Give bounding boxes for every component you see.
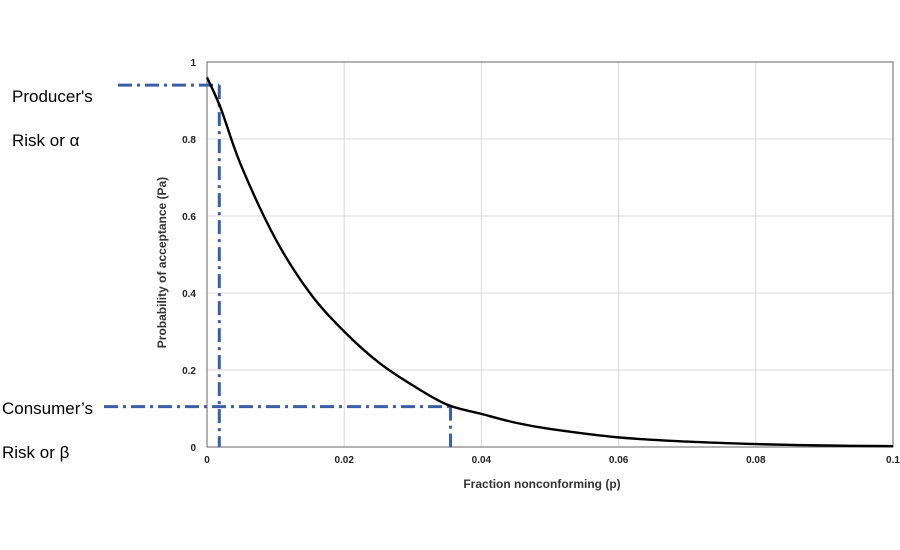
- consumers-risk-line2: Risk or β: [2, 443, 70, 462]
- x-axis-ticks: 0 0.02 0.04 0.06 0.08 0.1: [204, 455, 900, 466]
- grid: [207, 62, 893, 447]
- y-axis-ticks: 0 0.2 0.4 0.6 0.8 1: [182, 58, 196, 454]
- y-axis-label: Probability of acceptance (Pa): [155, 177, 169, 348]
- oc-curve-line: [205, 76, 894, 448]
- y-tick-label: 0.6: [182, 212, 196, 223]
- risk-reference-lines: [104, 83, 453, 447]
- x-tick-label: 0: [204, 455, 210, 466]
- x-tick-label: 0.02: [334, 455, 354, 466]
- x-tick-label: 0.1: [886, 455, 900, 466]
- y-tick-label: 0.8: [182, 135, 196, 146]
- y-tick-label: 1: [190, 58, 196, 69]
- producers-risk-annotation: Producer's Risk or α: [12, 64, 93, 174]
- plot-area-frame: [206, 61, 894, 448]
- y-tick-label: 0: [190, 443, 196, 454]
- x-tick-label: 0.04: [472, 455, 492, 466]
- x-tick-label: 0.08: [746, 455, 766, 466]
- y-tick-label: 0.4: [182, 289, 196, 300]
- consumers-risk-line1: Consumer’s: [2, 399, 94, 418]
- producers-risk-line2: Risk or α: [12, 131, 80, 150]
- consumers-risk-annotation: Consumer’s Risk or β: [2, 376, 93, 486]
- y-tick-label: 0.2: [182, 366, 196, 377]
- producers-risk-line1: Producer's: [12, 87, 93, 106]
- x-axis-label: Fraction nonconforming (p): [463, 477, 620, 491]
- x-tick-label: 0.06: [609, 455, 629, 466]
